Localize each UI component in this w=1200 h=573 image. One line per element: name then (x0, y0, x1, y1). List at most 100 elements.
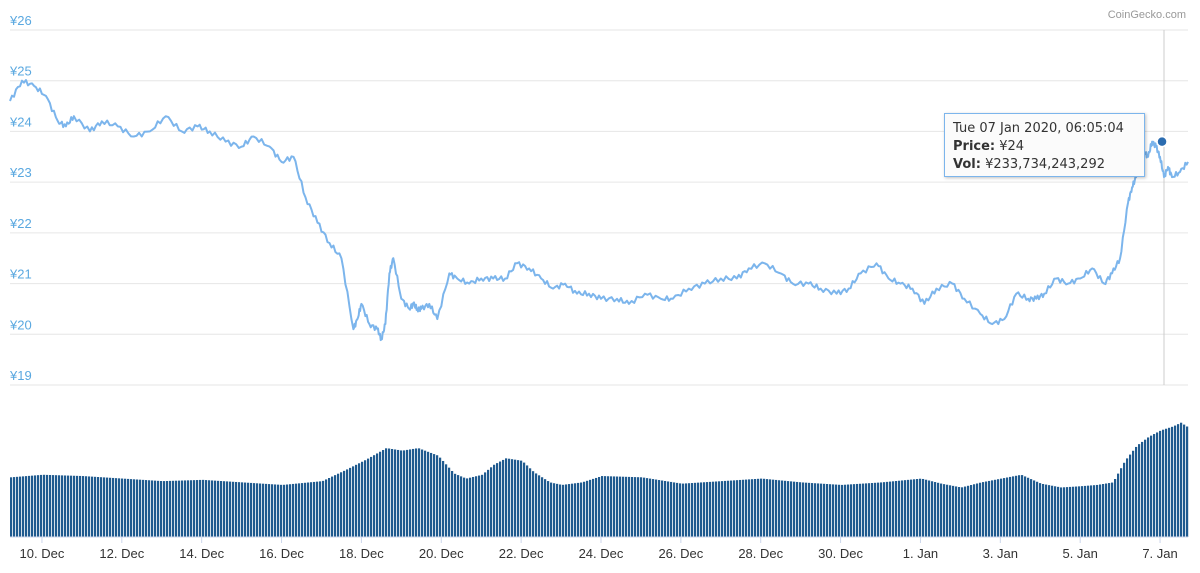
volume-bar (646, 478, 649, 537)
volume-bar (724, 480, 727, 537)
x-tick-label: 30. Dec (818, 546, 863, 561)
volume-bar (196, 480, 199, 537)
volume-bar (610, 476, 613, 537)
volume-bar (325, 479, 328, 537)
volume-bar (883, 482, 886, 537)
volume-bar (484, 472, 487, 537)
volume-bar (538, 475, 541, 537)
volume-bar (406, 449, 409, 537)
volume-bar (907, 479, 910, 537)
volume-bar (643, 477, 646, 537)
volume-bar (601, 476, 604, 537)
volume-bar (82, 476, 85, 537)
volume-bar (1129, 454, 1132, 537)
volume-bar (1138, 444, 1141, 537)
volume-bar (631, 476, 634, 537)
volume-bar (700, 482, 703, 537)
y-tick-label: ¥22 (9, 216, 32, 231)
volume-bar (559, 484, 562, 537)
volume-bar (442, 460, 445, 537)
volume-bar (319, 481, 322, 537)
volume-bar (1042, 483, 1045, 537)
volume-bar (493, 464, 496, 537)
volume-bar (436, 455, 439, 537)
volume-bar (964, 486, 967, 537)
volume-bar (949, 485, 952, 537)
volume-bar (691, 483, 694, 537)
volume-bar (637, 477, 640, 537)
volume-bar (970, 485, 973, 537)
volume-bar (1060, 487, 1063, 537)
y-axis: ¥19 ¥20 ¥21 ¥22 ¥23 ¥24 ¥25 ¥26 (9, 13, 32, 383)
volume-bar (754, 479, 757, 537)
volume-bar (424, 450, 427, 537)
volume-bar (172, 480, 175, 537)
volume-bar (97, 477, 100, 537)
volume-bar (634, 477, 637, 537)
volume-bar (397, 449, 400, 537)
volume-bar (448, 467, 451, 537)
x-tick-label: 16. Dec (259, 546, 304, 561)
volume-bar (688, 483, 691, 537)
volume-bar (118, 478, 121, 537)
volume-bar (1132, 450, 1135, 537)
volume-bar (1114, 479, 1117, 537)
volume-bar (679, 483, 682, 537)
volume-bar (1153, 434, 1156, 537)
volume-bar (616, 476, 619, 537)
volume-bar (16, 476, 19, 537)
volume-bar (157, 480, 160, 537)
credit-label[interactable]: CoinGecko.com (1108, 9, 1186, 21)
volume-bar (985, 481, 988, 537)
volume-bar (166, 480, 169, 537)
volume-bar (550, 482, 553, 537)
volume-bar (418, 448, 421, 537)
volume-bar (376, 453, 379, 537)
volume-bar (580, 482, 583, 537)
volume-bar (43, 474, 46, 537)
volume-bar (748, 479, 751, 537)
volume-bar (1168, 427, 1171, 537)
volume-bar (577, 482, 580, 537)
volume-bar (466, 478, 469, 537)
volume-bar (490, 467, 493, 537)
x-tick-label: 14. Dec (179, 546, 224, 561)
x-tick-label: 18. Dec (339, 546, 384, 561)
volume-bar (31, 475, 34, 537)
volume-bar (979, 482, 982, 537)
volume-bar (148, 480, 151, 537)
volume-bar (532, 471, 535, 537)
volume-bar (415, 448, 418, 537)
volume-bar (316, 481, 319, 537)
y-tick-label: ¥25 (9, 64, 32, 79)
volume-bar (1174, 425, 1177, 537)
volume-bar (706, 482, 709, 537)
volume-bar (388, 448, 391, 537)
volume-bar (25, 476, 28, 537)
volume-bar (760, 478, 763, 537)
volume-bar (1141, 441, 1144, 537)
volume-bar (1012, 476, 1015, 537)
volume-bar (184, 480, 187, 537)
volume-bar (886, 481, 889, 537)
volume-bar (730, 480, 733, 537)
volume-bar (1147, 437, 1150, 537)
volume-bar (100, 477, 103, 537)
volume-bar (241, 482, 244, 537)
volume-bar (661, 480, 664, 537)
volume-bar (403, 450, 406, 537)
volume-bar (721, 481, 724, 537)
x-tick-label: 26. Dec (658, 546, 703, 561)
volume-bar (895, 481, 898, 537)
volume-bar (37, 475, 40, 537)
volume-bar (799, 482, 802, 537)
volume-bar (826, 484, 829, 537)
volume-bar (109, 477, 112, 537)
volume-bar (784, 480, 787, 537)
volume-bar (367, 458, 370, 537)
price-line[interactable] (9, 79, 1189, 342)
volume-bar (766, 479, 769, 537)
hover-point-marker[interactable] (1156, 135, 1168, 148)
volume-bar (622, 476, 625, 537)
